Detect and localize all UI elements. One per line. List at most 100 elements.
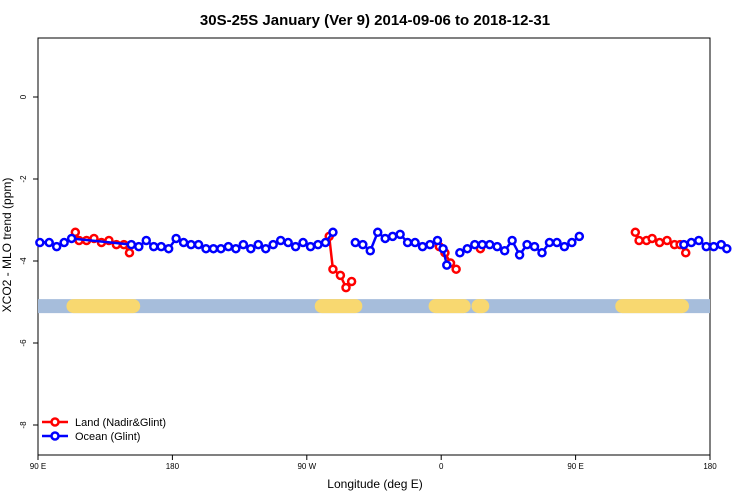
y-tick-label: -2 [19,175,28,183]
data-point [484,239,495,250]
data-point [163,243,174,254]
data-point [537,248,547,258]
data-point [432,235,443,246]
data-point [438,243,448,254]
data-point [35,237,45,248]
data-point [313,239,323,250]
data-point [238,239,249,250]
y-axis-label: XCO2 - MLO trend (ppm) [0,178,14,313]
series-1 [35,227,732,270]
data-point [178,237,189,248]
legend: Land (Nadir&Glint) Ocean (Glint) [42,417,166,443]
axes-layer: 90 E 180 90 W 0 90 E 180 0 -2 -4 -6 -8 [19,94,717,471]
y-tick-label: -8 [19,421,28,429]
data-point [425,239,435,250]
data-point [44,237,54,248]
data-point [387,231,398,242]
data-point [320,237,331,248]
y-tick-label: 0 [19,94,28,99]
data-point [126,239,137,250]
data-point [630,227,641,238]
x-tick-label: 90 E [567,462,583,471]
data-point [201,243,211,254]
data-point [701,241,712,252]
data-point [492,241,502,252]
data-point [298,237,308,248]
data-point [358,239,368,250]
data-point [544,237,555,248]
data-point [372,227,383,238]
data-point [275,235,286,246]
data-point [477,239,488,250]
data-point [522,239,532,250]
data-point [499,246,510,256]
data-point [470,239,480,250]
data-point [328,227,338,238]
data-point [680,248,691,258]
x-tick-label: 90 E [30,462,46,471]
legend-marker [50,417,60,427]
data-point [552,237,562,248]
data-point [66,233,77,244]
data-point [223,241,234,252]
data-point [216,243,226,254]
data-point [148,241,159,252]
data-point [514,250,525,260]
data-point [559,241,570,252]
x-tick-label: 0 [439,462,444,471]
data-point [59,237,69,248]
data-point [341,282,351,293]
x-tick-label: 180 [166,462,180,471]
data-point [260,243,271,254]
data-point [662,235,672,246]
data-point [634,235,644,246]
data-point [402,237,413,248]
data-point [124,248,135,258]
data-point [305,241,316,252]
x-tick-label: 90 W [297,462,316,471]
data-point [654,237,665,248]
data-point [722,243,732,254]
data-point [567,237,577,248]
data-point [186,239,196,250]
data-point [679,239,689,250]
data-point [335,270,346,281]
y-tick-label: -4 [19,257,28,265]
data-point [283,237,293,248]
data-point [380,233,390,244]
data-point [365,246,376,256]
data-point [231,243,241,254]
data-point [156,241,166,252]
data-point [328,264,338,274]
data-point [455,248,465,258]
data-point [417,241,428,252]
data-point [395,229,405,240]
series-layer [35,227,732,293]
data-point [686,237,697,248]
x-tick-label: 180 [703,462,717,471]
data-point [507,235,517,246]
data-point [346,276,357,287]
x-axis-label: Longitude (deg E) [327,477,422,491]
data-point [350,237,361,248]
y-tick-label: -6 [19,339,28,347]
data-point [529,241,540,252]
data-point [574,231,585,242]
data-point [134,241,144,252]
data-point [246,243,256,254]
data-point [253,239,264,250]
legend-marker [50,431,60,441]
data-point [451,264,461,274]
data-point [290,241,301,252]
legend-label: Ocean (Glint) [75,431,140,443]
data-point [141,235,152,246]
data-point [647,233,657,244]
data-point [708,241,719,252]
data-point [410,237,420,248]
data-point [442,260,452,270]
data-point [268,239,278,250]
legend-label: Land (Nadir&Glint) [75,417,166,429]
data-point [171,233,181,244]
